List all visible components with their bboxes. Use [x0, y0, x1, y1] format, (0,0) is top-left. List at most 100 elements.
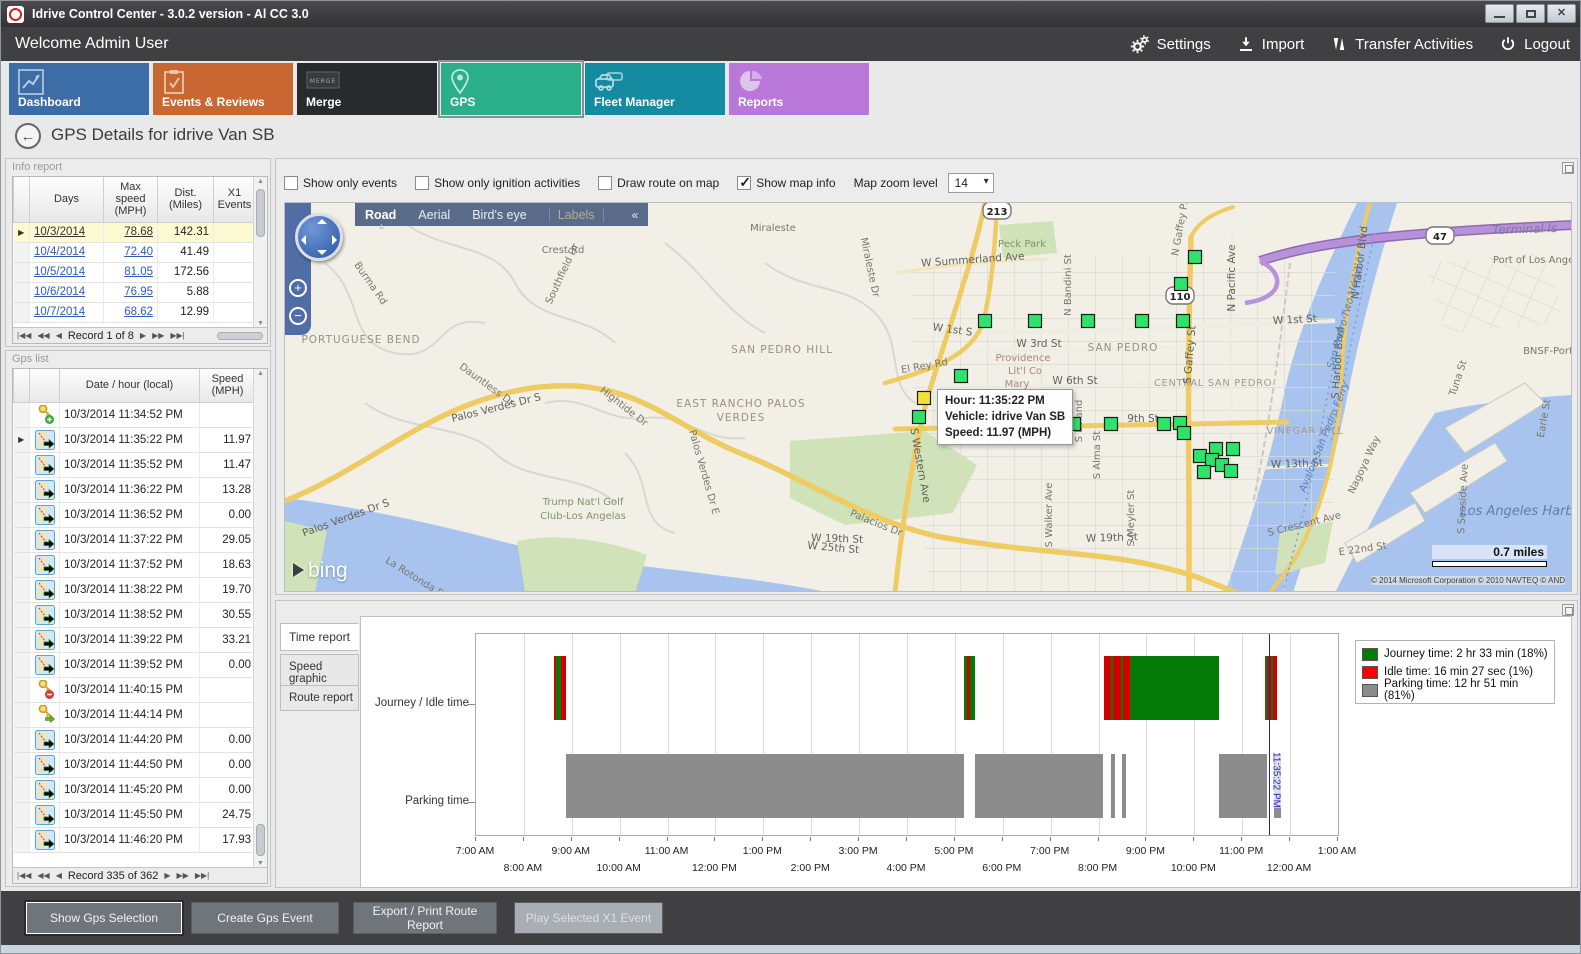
- info-hscroll-thumb[interactable]: [217, 331, 263, 340]
- gps-table-row[interactable]: 10/3/2014 11:39:52 PM 0.00: [13, 652, 256, 678]
- pager-prev-page-icon[interactable]: ◀◀: [37, 871, 50, 880]
- gps-table-row[interactable]: 10/3/2014 11:38:52 PM 30.55: [13, 602, 256, 628]
- info-table-row[interactable]: 10/7/2014 68.62 12.99: [13, 302, 256, 323]
- map-style-labels[interactable]: Labels: [548, 207, 604, 222]
- gps-marker[interactable]: [1103, 416, 1119, 432]
- chart-time-cursor[interactable]: [1268, 634, 1270, 835]
- chart-tab-time-report[interactable]: Time report: [280, 623, 359, 651]
- gps-marker[interactable]: [1134, 313, 1150, 329]
- info-table-row[interactable]: 10/6/2014 76.95 5.88: [13, 282, 256, 303]
- info-table-row[interactable]: ▶ 10/3/2014 78.68 142.31: [13, 222, 256, 243]
- pager-prev-icon[interactable]: ◀: [55, 331, 62, 340]
- gps-table-row[interactable]: 10/3/2014 11:36:52 PM 0.00: [13, 502, 256, 528]
- gps-table-row[interactable]: 10/3/2014 11:45:20 PM 0.00: [13, 777, 256, 803]
- tab-reports[interactable]: Reports: [729, 63, 869, 115]
- gps-table-row[interactable]: 10/3/2014 11:44:50 PM 0.00: [13, 752, 256, 778]
- gps-marker[interactable]: [977, 313, 993, 329]
- pager-prev-icon[interactable]: ◀: [55, 871, 62, 880]
- chart-panel-collapse-button[interactable]: [1562, 604, 1574, 616]
- max-speed-link[interactable]: 68.62: [124, 306, 153, 318]
- tab-gps[interactable]: GPS: [438, 60, 584, 118]
- topbar-action-transfer-activities[interactable]: Transfer Activities: [1330, 35, 1473, 53]
- gps-marker[interactable]: [1187, 249, 1203, 265]
- pager-first-icon[interactable]: |◀◀: [17, 871, 32, 880]
- max-speed-link[interactable]: 78.68: [124, 226, 153, 238]
- gps-table-row[interactable]: 10/3/2014 11:40:15 PM: [13, 677, 256, 703]
- gps-column-header[interactable]: Date / hour (local): [59, 369, 200, 403]
- back-button[interactable]: ←: [15, 123, 41, 149]
- gps-marker[interactable]: [1223, 463, 1239, 479]
- pager-first-icon[interactable]: |◀◀: [17, 331, 32, 340]
- pager-next-icon[interactable]: ▶: [139, 331, 147, 340]
- day-link[interactable]: 10/4/2014: [34, 246, 86, 258]
- gps-table-row[interactable]: 10/3/2014 11:44:14 PM: [13, 702, 256, 728]
- gps-marker[interactable]: [953, 368, 969, 384]
- gps-marker[interactable]: [1080, 313, 1096, 329]
- close-button[interactable]: ✕: [1547, 4, 1576, 23]
- pager-next-page-icon[interactable]: ▶▶: [152, 331, 165, 340]
- info-table-row[interactable]: 10/4/2014 72.40 41.49: [13, 242, 256, 263]
- checkbox-unchecked-icon[interactable]: [415, 176, 430, 190]
- tab-events-reviews[interactable]: Events & Reviews: [153, 63, 293, 115]
- topbar-action-logout[interactable]: Logout: [1499, 35, 1570, 53]
- pager-next-icon[interactable]: ▶: [164, 871, 171, 880]
- info-column-header[interactable]: Max speed (MPH): [103, 177, 158, 223]
- gps-marker[interactable]: [911, 409, 927, 425]
- map-style-aerial[interactable]: Aerial: [418, 207, 451, 222]
- checkbox-unchecked-icon[interactable]: [284, 176, 298, 190]
- gps-marker-selected[interactable]: [916, 390, 932, 406]
- map-style-bird-s-eye[interactable]: Bird's eye: [472, 207, 527, 222]
- gps-table-row[interactable]: 10/3/2014 11:38:22 PM 19.70: [13, 577, 256, 603]
- max-speed-link[interactable]: 81.05: [124, 266, 153, 278]
- gps-marker[interactable]: [1027, 313, 1043, 329]
- gps-marker[interactable]: [1175, 313, 1191, 329]
- gps-marker[interactable]: [1225, 441, 1241, 457]
- gps-table-row[interactable]: 10/3/2014 11:36:22 PM 13.28: [13, 477, 256, 503]
- checkbox-unchecked-icon[interactable]: [598, 176, 613, 190]
- map-style-road[interactable]: Road: [365, 208, 396, 232]
- checkbox-checked-icon[interactable]: [737, 174, 752, 191]
- info-column-header[interactable]: Days: [29, 177, 104, 223]
- gps-marker[interactable]: [1173, 276, 1189, 292]
- chart-tab-route-report[interactable]: Route report: [280, 685, 359, 711]
- map-viewport[interactable]: Miraleste Miraleste Dr Crest Rd Burma Rd Sou…: [284, 202, 1572, 592]
- footer-button-export-print-route-report[interactable]: Export / Print Route Report: [353, 902, 497, 934]
- gps-table-row[interactable]: 10/3/2014 11:46:20 PM 17.93: [13, 827, 256, 853]
- gps-table-row[interactable]: 10/3/2014 11:39:22 PM 33.21: [13, 627, 256, 653]
- max-speed-link[interactable]: 72.40: [124, 246, 153, 258]
- map-style-collapse-icon[interactable]: «: [631, 207, 639, 222]
- gps-table-row[interactable]: 10/3/2014 11:35:52 PM 11.47: [13, 452, 256, 478]
- gps-marker[interactable]: [1176, 425, 1192, 441]
- day-link[interactable]: 10/6/2014: [34, 286, 86, 298]
- zoom-out-button[interactable]: −: [289, 307, 307, 325]
- gps-table-row[interactable]: 10/3/2014 11:34:52 PM: [13, 402, 256, 428]
- map-compass-control[interactable]: [295, 213, 343, 261]
- gps-table-row[interactable]: 10/3/2014 11:45:50 PM 24.75: [13, 802, 256, 828]
- tab-dashboard[interactable]: Dashboard: [9, 63, 149, 115]
- footer-button-show-gps-selection[interactable]: Show Gps Selection: [24, 900, 184, 936]
- day-link[interactable]: 10/7/2014: [34, 306, 86, 318]
- chart-plot[interactable]: 11:35:22 PM: [475, 633, 1339, 836]
- gps-column-header[interactable]: Speed (MPH): [199, 369, 256, 403]
- info-table-row[interactable]: 10/5/2014 81.05 172.56: [13, 262, 256, 283]
- minimize-button[interactable]: [1485, 4, 1514, 23]
- tab-merge[interactable]: MERGE Merge: [297, 63, 437, 115]
- zoom-in-button[interactable]: +: [289, 279, 307, 297]
- map-panel-collapse-button[interactable]: [1562, 162, 1574, 174]
- gps-marker[interactable]: [1192, 448, 1208, 464]
- day-link[interactable]: 10/5/2014: [34, 266, 86, 278]
- gps-table-row[interactable]: 10/3/2014 11:37:52 PM 18.63: [13, 552, 256, 578]
- info-report-scrollbar[interactable]: ▲ ▼: [253, 177, 267, 328]
- pager-last-icon[interactable]: ▶▶|: [194, 871, 210, 880]
- pager-next-page-icon[interactable]: ▶▶: [176, 871, 189, 880]
- pager-prev-page-icon[interactable]: ◀◀: [37, 331, 50, 340]
- info-column-header[interactable]: X1 Events: [213, 177, 256, 223]
- info-column-header[interactable]: Dist. (Miles): [157, 177, 214, 223]
- footer-button-create-gps-event[interactable]: Create Gps Event: [191, 902, 339, 934]
- gps-table-row[interactable]: ▶ 10/3/2014 11:35:22 PM 11.97: [13, 427, 256, 453]
- max-speed-link[interactable]: 76.95: [124, 286, 153, 298]
- day-link[interactable]: 10/3/2014: [34, 226, 86, 238]
- gps-list-scrollbar[interactable]: ▲ ▼: [253, 369, 267, 868]
- topbar-action-settings[interactable]: Settings: [1130, 34, 1211, 54]
